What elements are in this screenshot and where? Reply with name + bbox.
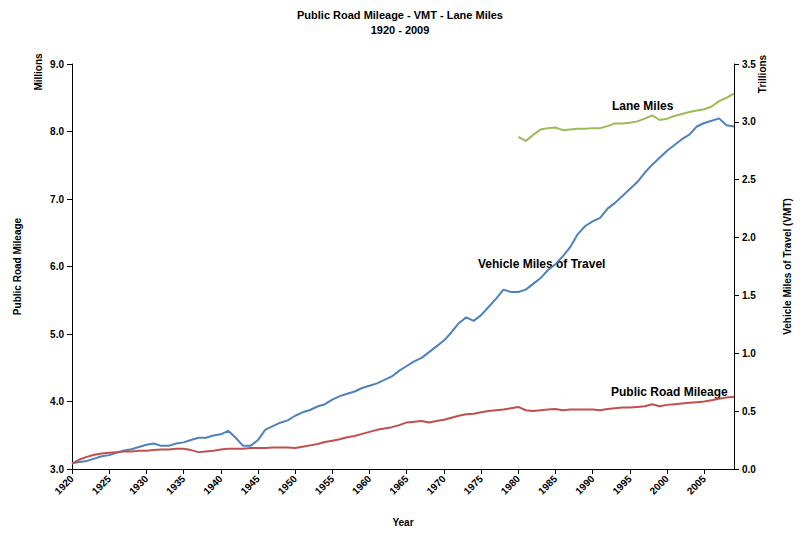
svg-text:1935: 1935 [164,473,188,497]
svg-text:1950: 1950 [276,473,300,497]
svg-text:1940: 1940 [201,473,225,497]
svg-text:5.0: 5.0 [50,329,64,340]
svg-text:1925: 1925 [90,473,114,497]
svg-text:1920 - 2009: 1920 - 2009 [371,24,430,36]
svg-text:1985: 1985 [536,473,560,497]
svg-text:1990: 1990 [573,473,597,497]
svg-text:8.0: 8.0 [50,126,64,137]
svg-text:Public Road Mileage: Public Road Mileage [611,385,728,399]
svg-text:1920: 1920 [52,473,76,497]
svg-text:6.0: 6.0 [50,261,64,272]
svg-text:Year: Year [392,517,413,528]
svg-text:1945: 1945 [238,473,262,497]
svg-text:Vehicle Miles of Travel (VMT): Vehicle Miles of Travel (VMT) [782,198,793,335]
svg-text:1980: 1980 [499,473,523,497]
svg-text:1975: 1975 [462,473,486,497]
svg-text:Trillions: Trillions [757,54,768,93]
svg-text:3.0: 3.0 [742,116,756,127]
svg-text:1995: 1995 [610,473,634,497]
svg-text:1965: 1965 [387,473,411,497]
svg-text:Public Road Mileage - VMT - La: Public Road Mileage - VMT - Lane Miles [297,9,503,21]
svg-text:Vehicle Miles of Travel: Vehicle Miles of Travel [478,257,605,271]
svg-text:Millions: Millions [33,53,44,91]
svg-text:0.0: 0.0 [742,464,756,475]
svg-text:1.5: 1.5 [742,290,756,301]
svg-text:1930: 1930 [127,473,151,497]
svg-text:3.0: 3.0 [50,464,64,475]
svg-text:1970: 1970 [424,473,448,497]
svg-text:4.0: 4.0 [50,396,64,407]
svg-text:0.5: 0.5 [742,406,756,417]
svg-text:2.5: 2.5 [742,174,756,185]
svg-text:9.0: 9.0 [50,59,64,70]
svg-text:1.0: 1.0 [742,348,756,359]
svg-text:3.5: 3.5 [742,59,756,70]
svg-text:1960: 1960 [350,473,374,497]
svg-text:2005: 2005 [685,473,709,497]
svg-text:1955: 1955 [313,473,337,497]
svg-text:2000: 2000 [647,473,671,497]
svg-text:Public Road Mileage: Public Road Mileage [12,217,23,315]
svg-text:2.0: 2.0 [742,232,756,243]
svg-text:7.0: 7.0 [50,194,64,205]
svg-text:Lane Miles: Lane Miles [612,99,674,113]
